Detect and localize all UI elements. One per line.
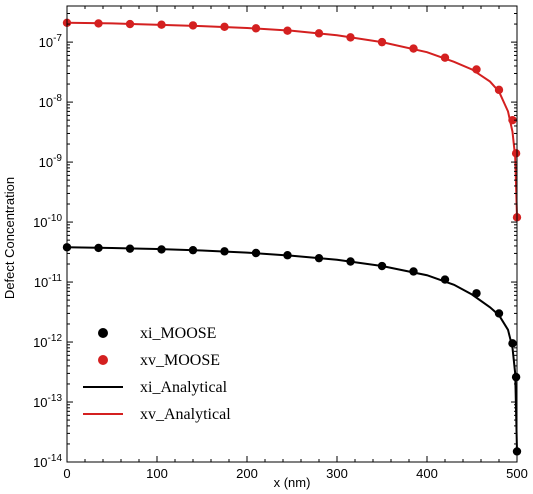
series-line-xi-analytical: [67, 246, 518, 452]
point-xi-moose: [125, 244, 135, 253]
axes: 0 100 200 300 400 500 10-7 10-8 10-9 10-10 10-11 10…: [33, 5, 528, 481]
point-xi-moose: [508, 339, 517, 348]
legend-label-xi-moose: xi_MOOSE: [140, 325, 216, 342]
x-tick-label: 100: [146, 466, 168, 481]
point-xv-moose: [440, 53, 450, 62]
point-xi-moose: [472, 289, 481, 298]
point-xi-moose: [494, 309, 504, 318]
point-xv-moose: [188, 21, 198, 30]
legend: xi_MOOSE xv_MOOSE xi_Analytical xv_Analytic…: [83, 325, 231, 423]
point-xi-moose: [251, 248, 261, 258]
point-xi-moose: [157, 245, 166, 254]
y-tick-label: 10-8: [39, 93, 63, 110]
legend-label-xv-analytical: xv_Analytical: [140, 406, 231, 423]
point-xi-moose: [314, 253, 324, 263]
y-tick-label: 10-12: [33, 333, 62, 350]
point-xi-moose: [409, 267, 418, 276]
legend-marker-xi-moose: [98, 328, 108, 338]
y-tick-label: 10-10: [33, 213, 62, 230]
y-tick-label: 10-11: [34, 273, 63, 290]
point-xi-moose: [220, 247, 229, 256]
x-tick-label: 400: [416, 466, 438, 481]
x-tick-label: 0: [63, 466, 70, 481]
point-xv-moose: [157, 20, 166, 29]
plot-area: [62, 18, 522, 456]
y-tick-label: 10-7: [39, 33, 63, 50]
x-tick-label: 200: [236, 466, 258, 481]
y-tick-label: 10-14: [33, 453, 62, 470]
point-xi-moose: [188, 245, 198, 255]
point-xi-moose: [283, 251, 292, 260]
point-xv-moose: [377, 37, 387, 47]
x-tick-label: 300: [326, 466, 348, 481]
point-xv-moose: [220, 22, 229, 32]
point-xi-moose: [346, 257, 355, 266]
point-xv-moose: [494, 85, 504, 95]
point-xi-moose: [94, 243, 103, 253]
legend-label-xv-moose: xv_MOOSE: [140, 352, 220, 369]
x-tick-label: 500: [506, 466, 528, 481]
point-xv-moose: [346, 33, 355, 42]
point-xv-moose: [508, 115, 517, 125]
point-xv-moose: [314, 29, 324, 38]
point-xv-moose: [472, 65, 481, 74]
point-xv-moose: [283, 26, 292, 35]
y-tick-label: 10-9: [39, 153, 63, 170]
legend-marker-xv-moose: [98, 355, 108, 365]
point-xv-moose: [125, 19, 135, 29]
point-xv-moose: [409, 44, 418, 53]
y-tick-label: 10-13: [33, 393, 62, 410]
legend-label-xi-analytical: xi_Analytical: [140, 379, 228, 396]
series-line-xv-analytical: [67, 21, 518, 218]
point-xi-moose: [511, 372, 521, 382]
point-xv-moose: [251, 24, 261, 33]
point-xi-moose: [377, 261, 387, 271]
point-xv-moose: [94, 19, 103, 28]
point-xi-moose: [440, 275, 450, 284]
y-axis-label: Defect Concentration: [2, 177, 17, 299]
point-xv-moose: [511, 149, 521, 158]
x-axis-label: x (nm): [274, 475, 311, 490]
plot-frame: [66, 5, 518, 463]
